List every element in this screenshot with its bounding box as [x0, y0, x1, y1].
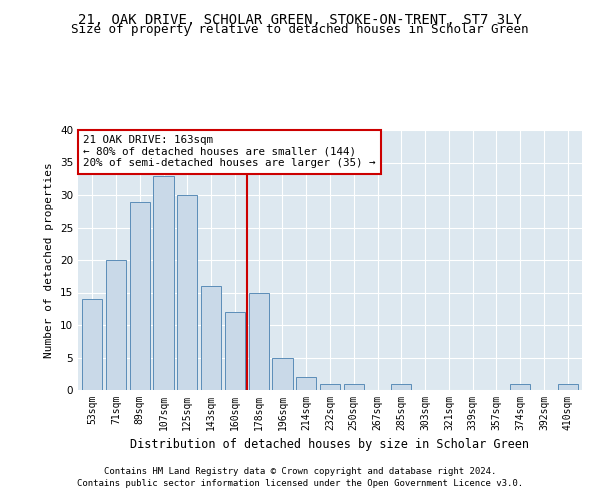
- Bar: [344, 384, 364, 390]
- Bar: [272, 358, 293, 390]
- Bar: [296, 377, 316, 390]
- Text: 21, OAK DRIVE, SCHOLAR GREEN, STOKE-ON-TRENT, ST7 3LY: 21, OAK DRIVE, SCHOLAR GREEN, STOKE-ON-T…: [78, 12, 522, 26]
- X-axis label: Distribution of detached houses by size in Scholar Green: Distribution of detached houses by size …: [131, 438, 530, 452]
- Text: Contains HM Land Registry data © Crown copyright and database right 2024.: Contains HM Land Registry data © Crown c…: [104, 467, 496, 476]
- Bar: [201, 286, 221, 390]
- Text: 21 OAK DRIVE: 163sqm
← 80% of detached houses are smaller (144)
20% of semi-deta: 21 OAK DRIVE: 163sqm ← 80% of detached h…: [83, 135, 376, 168]
- Bar: [557, 384, 578, 390]
- Bar: [248, 292, 269, 390]
- Bar: [130, 202, 150, 390]
- Y-axis label: Number of detached properties: Number of detached properties: [44, 162, 55, 358]
- Bar: [510, 384, 530, 390]
- Bar: [225, 312, 245, 390]
- Bar: [391, 384, 412, 390]
- Text: Size of property relative to detached houses in Scholar Green: Size of property relative to detached ho…: [71, 22, 529, 36]
- Bar: [154, 176, 173, 390]
- Bar: [177, 195, 197, 390]
- Bar: [106, 260, 126, 390]
- Bar: [320, 384, 340, 390]
- Bar: [82, 299, 103, 390]
- Text: Contains public sector information licensed under the Open Government Licence v3: Contains public sector information licen…: [77, 478, 523, 488]
